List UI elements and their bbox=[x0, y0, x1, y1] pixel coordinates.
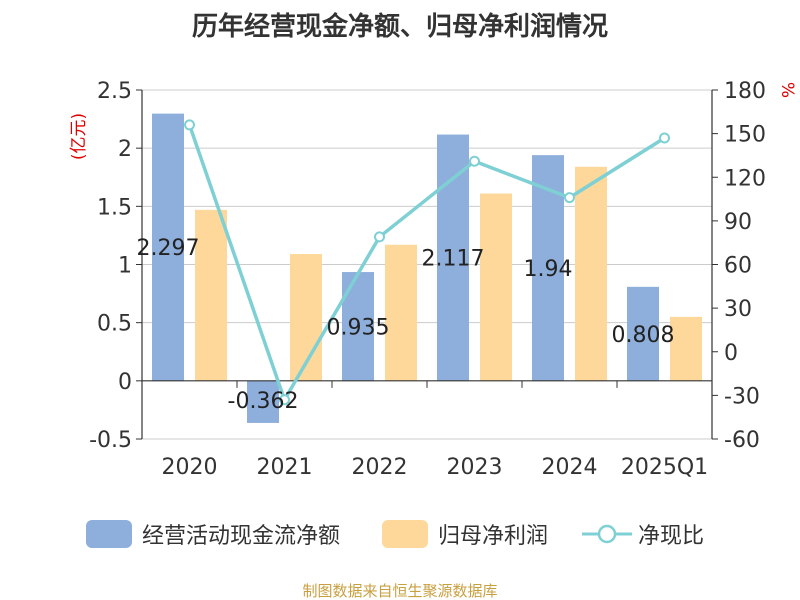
bar-cashflow bbox=[627, 286, 659, 381]
bar-netprofit bbox=[480, 193, 512, 381]
left-tick-label: -0.5 bbox=[89, 428, 132, 453]
left-tick-label: 1 bbox=[118, 254, 132, 279]
x-tick-label: 2024 bbox=[542, 455, 598, 480]
right-tick-label: 150 bbox=[724, 123, 766, 148]
bar-cashflow bbox=[437, 134, 469, 381]
legend-swatch-bar2 bbox=[382, 520, 428, 548]
bar-netprofit bbox=[385, 244, 417, 381]
right-tick-label: 30 bbox=[724, 297, 752, 322]
data-label: -0.362 bbox=[228, 389, 299, 414]
data-label: 1.94 bbox=[524, 257, 573, 282]
bar-cashflow bbox=[247, 380, 279, 423]
data-label: 2.117 bbox=[422, 247, 485, 272]
line-ratio bbox=[187, 124, 666, 402]
data-label: 2.297 bbox=[137, 236, 200, 261]
right-tick-label: 90 bbox=[724, 210, 752, 235]
right-tick-label: 180 bbox=[724, 79, 766, 104]
legend-item-line[interactable]: 净现比 bbox=[582, 518, 704, 550]
left-tick-label: 0 bbox=[118, 370, 132, 395]
bar-netprofit bbox=[670, 316, 702, 381]
right-tick-label: -60 bbox=[724, 428, 760, 453]
line-point bbox=[184, 119, 195, 131]
bar-cashflow bbox=[152, 113, 184, 381]
x-tick-label: 2022 bbox=[352, 455, 408, 480]
legend-item-bar1[interactable]: 经营活动现金流净额 bbox=[86, 518, 340, 550]
data-label: 0.808 bbox=[612, 323, 675, 348]
right-axis-unit: % bbox=[777, 82, 797, 98]
line-point bbox=[374, 231, 385, 243]
line-point bbox=[469, 155, 480, 167]
left-tick-label: 2 bbox=[118, 137, 132, 162]
right-tick-label: 120 bbox=[724, 166, 766, 191]
bar-netprofit bbox=[575, 166, 607, 381]
legend-label-line: 净现比 bbox=[638, 524, 705, 549]
left-tick-label: 1.5 bbox=[97, 195, 132, 220]
x-tick-label: 2025Q1 bbox=[621, 455, 708, 480]
right-tick-label: 0 bbox=[724, 341, 738, 366]
x-tick-label: 2021 bbox=[257, 455, 313, 480]
legend-label-bar2: 归母净利润 bbox=[438, 524, 549, 549]
bar-netprofit bbox=[195, 209, 227, 381]
data-label: 0.935 bbox=[327, 315, 390, 340]
data-source: 制图数据来自恒生聚源数据库 bbox=[302, 582, 498, 600]
right-tick-label: 60 bbox=[724, 254, 752, 279]
chart-title: 历年经营现金净额、归母净利润情况 bbox=[191, 12, 608, 42]
line-point bbox=[659, 132, 670, 144]
x-tick-label: 2020 bbox=[162, 455, 218, 480]
legend-swatch-bar1 bbox=[86, 520, 132, 548]
x-tick-label: 2023 bbox=[447, 455, 503, 480]
left-tick-label: 2.5 bbox=[97, 79, 132, 104]
legend-item-bar2[interactable]: 归母净利润 bbox=[382, 518, 548, 550]
line-point bbox=[564, 192, 575, 204]
legend-label-bar1: 经营活动现金流净额 bbox=[142, 524, 341, 549]
legend-line-marker-icon bbox=[582, 524, 632, 544]
right-tick-label: -30 bbox=[724, 384, 760, 409]
line-point bbox=[279, 394, 290, 406]
left-tick-label: 0.5 bbox=[97, 312, 132, 337]
left-axis-unit: (亿元) bbox=[69, 113, 89, 160]
